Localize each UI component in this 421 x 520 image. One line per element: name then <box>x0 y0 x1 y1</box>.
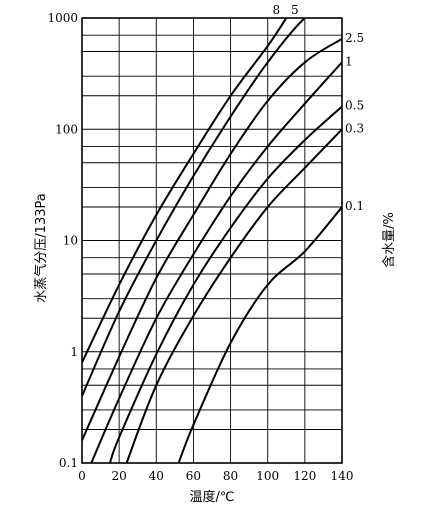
series-curve-4 <box>108 105 342 463</box>
series-label: 8 <box>272 3 280 17</box>
x-tick-label: 100 <box>256 469 279 483</box>
x-axis-title: 温度/℃ <box>190 489 235 505</box>
tick-label-layer: 0 20 40 60 80 100 120 140 0.1 1 10 100 1000 <box>47 11 353 483</box>
x-tick-label: 120 <box>293 469 316 483</box>
series-curve-6 <box>177 206 342 463</box>
plot-frame <box>81 17 343 464</box>
x-tick-label: 20 <box>112 469 127 483</box>
y-tick-label: 1000 <box>47 11 78 25</box>
x-tick-label: 60 <box>186 469 201 483</box>
x-tick-label: 0 <box>78 469 86 483</box>
series-curve-1 <box>82 18 318 397</box>
series-label: 2.5 <box>345 31 364 45</box>
series-label-layer: 8 5 2.5 1 0.5 0.3 0.1 <box>272 3 364 213</box>
y-tick-label: 100 <box>55 122 78 136</box>
series-label: 5 <box>291 3 299 17</box>
series-label: 0.1 <box>345 199 364 213</box>
y-tick-label: 1 <box>70 345 78 359</box>
series-curve-0 <box>82 18 288 363</box>
series-label: 0.5 <box>345 99 364 113</box>
series-curve-5 <box>125 128 342 463</box>
y-axis-title: 水蒸气分压/133Pa <box>33 193 49 302</box>
x-tick-label: 140 <box>331 469 354 483</box>
series-curve-2 <box>82 37 342 441</box>
y-tick-label: 0.1 <box>59 456 78 470</box>
curve-layer <box>82 18 342 463</box>
series-curve-3 <box>90 61 342 463</box>
x-tick-label: 80 <box>223 469 238 483</box>
y-tick-label: 10 <box>63 234 78 248</box>
series-label: 1 <box>345 54 353 68</box>
right-axis-title: 含水量/% <box>381 212 397 268</box>
grid-layer <box>82 18 342 463</box>
x-tick-label: 40 <box>149 469 164 483</box>
series-label: 0.3 <box>345 121 364 135</box>
